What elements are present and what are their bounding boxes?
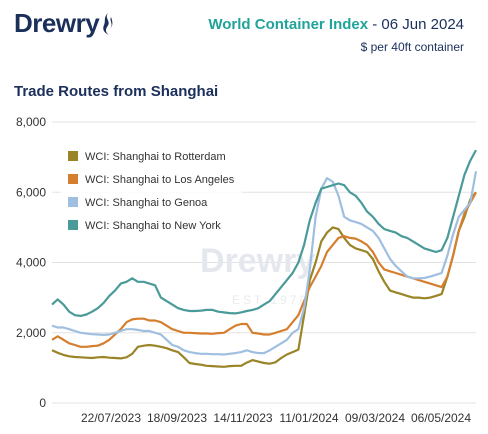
x-tick-label: 11/01/2024: [279, 411, 338, 425]
unit-label: $ per 40ft container: [360, 40, 464, 54]
x-tick-label: 18/09/2023: [147, 411, 207, 425]
logo-text: Drewry: [14, 8, 100, 38]
index-title: World Container Index - 06 Jun 2024: [208, 16, 464, 33]
series-lines: [51, 149, 478, 368]
legend-label[interactable]: WCI: Shanghai to Los Angeles: [85, 174, 235, 186]
series-line-3: [51, 171, 478, 356]
x-tick-label: 14/11/2023: [213, 411, 272, 425]
legend-label[interactable]: WCI: Shanghai to Rotterdam: [85, 151, 226, 163]
series-line-1: [51, 191, 477, 368]
legend: WCI: Shanghai to Rotterdam WCI: Shanghai …: [60, 144, 242, 236]
flame-icon: [103, 12, 113, 35]
watermark-text: Drewry: [200, 242, 315, 280]
y-tick-label: 0: [39, 396, 46, 410]
index-name: World Container Index: [208, 16, 369, 33]
y-tick-label: 8,000: [16, 115, 46, 129]
x-tick-label: 22/07/2023: [81, 411, 141, 425]
legend-swatch: [68, 174, 78, 184]
y-tick-label: 4,000: [16, 256, 46, 270]
legend-background: [60, 144, 242, 236]
series-line-4: [51, 149, 477, 317]
y-tick-label: 2,000: [16, 326, 46, 340]
legend-swatch: [68, 151, 78, 161]
legend-swatch: [68, 220, 78, 230]
x-tick-label: 09/03/2024: [345, 411, 405, 425]
watermark-subtext: EST 1970: [232, 293, 309, 307]
legend-label[interactable]: WCI: Shanghai to New York: [85, 220, 221, 232]
legend-label[interactable]: WCI: Shanghai to Genoa: [85, 197, 208, 209]
x-axis-ticks: 22/07/2023 18/09/2023 14/11/2023 11/01/2024…: [81, 411, 471, 425]
index-date: - 06 Jun 2024: [368, 16, 464, 33]
watermark: Drewry EST 1970: [200, 242, 315, 307]
x-tick-label: 06/05/2024: [411, 411, 471, 425]
legend-swatch: [68, 197, 78, 207]
chart-title: Trade Routes from Shanghai: [14, 83, 219, 100]
y-tick-label: 6,000: [16, 185, 46, 199]
grid-lines: [52, 121, 476, 404]
drewry-logo: Drewry: [14, 8, 115, 39]
y-axis-ticks: 0 2,000 4,000 6,000 8,000: [16, 115, 46, 410]
